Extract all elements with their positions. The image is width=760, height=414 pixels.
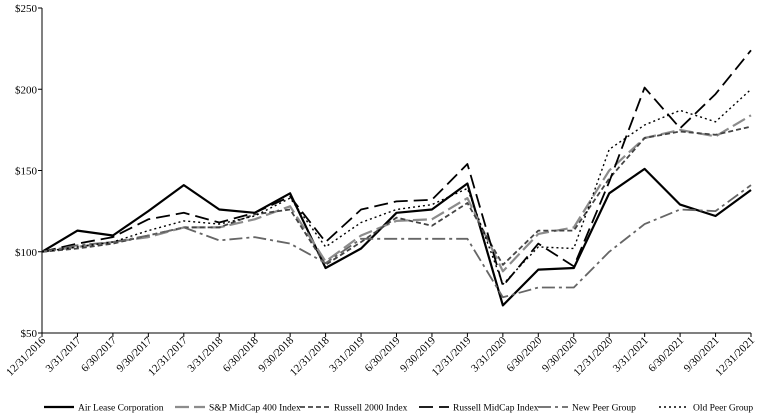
legend-label-new-peer-group: New Peer Group: [572, 404, 636, 414]
series-line-russell-2000-index: [41, 125, 752, 266]
x-tick-label: 6/30/2018: [221, 334, 261, 374]
legend-label-air-lease-corporation: Air Lease Corporation: [78, 404, 164, 414]
y-tick-label: $100: [15, 247, 38, 259]
legend-label-s-p-midcap-400-index: S&P MidCap 400 Index: [209, 404, 301, 414]
x-tick-label: 3/31/2021: [611, 335, 651, 375]
x-tick-label: 6/30/2020: [504, 334, 544, 374]
series-line-russell-midcap-index: [41, 49, 752, 287]
chart-series-group: [41, 49, 752, 307]
x-tick-label: 12/31/2017: [146, 334, 190, 378]
x-tick-label: 12/31/2016: [4, 334, 48, 378]
x-tick-label: 6/30/2019: [363, 334, 403, 374]
y-tick-label: $50: [21, 328, 38, 340]
x-tick-label: 3/31/2020: [469, 334, 509, 374]
x-tick-label: 3/31/2018: [185, 334, 225, 374]
x-tick-label: 6/30/2021: [646, 335, 686, 375]
series-line-old-peer-group: [41, 88, 752, 285]
series-line-new-peer-group: [41, 184, 752, 299]
x-tick-label: 6/30/2017: [79, 334, 119, 374]
chart-axes: $50$100$150$200$25012/31/20163/31/20176/…: [4, 3, 757, 379]
legend-label-old-peer-group: Old Peer Group: [693, 404, 753, 414]
series-line-air-lease-corporation: [41, 167, 752, 307]
x-tick-label: 3/31/2017: [44, 334, 84, 374]
x-tick-label: 3/31/2019: [327, 334, 367, 374]
series-line-s-p-midcap-400-index: [41, 114, 752, 273]
x-tick-label: 12/31/2018: [288, 334, 332, 378]
y-tick-label: $200: [15, 84, 38, 96]
y-tick-label: $150: [15, 166, 38, 178]
x-tick-label: 12/31/2020: [571, 334, 615, 378]
x-tick-label: 12/31/2019: [430, 334, 474, 378]
legend-label-russell-midcap-index: Russell MidCap Index: [453, 404, 539, 414]
y-tick-label: $250: [15, 3, 38, 15]
chart-legend: Air Lease Corporation S&P MidCap 400 Inde…: [44, 404, 753, 414]
legend-label-russell-2000-index: Russell 2000 Index: [334, 404, 408, 414]
